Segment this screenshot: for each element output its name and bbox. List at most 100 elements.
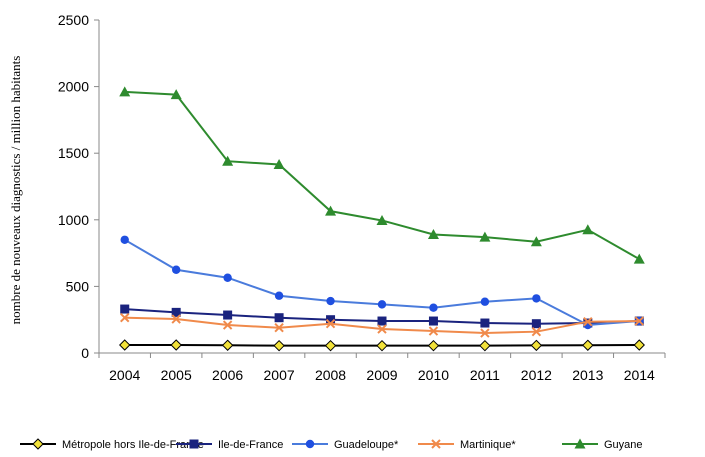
x-tick-label: 2014 xyxy=(624,367,655,383)
data-point-ile-de-france xyxy=(428,316,438,326)
legend-label: Métropole hors Ile-de-France xyxy=(62,439,204,451)
data-point-guyane xyxy=(119,86,131,97)
data-point-m-tropole-hors-ile-de-france xyxy=(530,339,543,352)
data-point-martinique xyxy=(583,316,593,327)
legend-label: Guyane xyxy=(604,439,643,451)
y-tick-label: 0 xyxy=(81,345,89,361)
data-point-m-tropole-hors-ile-de-france xyxy=(170,339,182,351)
data-point-ile-de-france xyxy=(326,315,336,325)
marker-stroke xyxy=(431,439,441,449)
data-point-guadeloupe xyxy=(223,273,232,282)
x-tick-label: 2005 xyxy=(161,367,192,383)
data-point-ile-de-france xyxy=(120,304,130,314)
data-point-m-tropole-hors-ile-de-france xyxy=(324,339,337,352)
series-martinique xyxy=(120,312,644,338)
marker-stroke xyxy=(222,320,233,330)
x-tick-label: 2010 xyxy=(418,367,449,383)
data-point-ile-de-france xyxy=(531,319,541,329)
data-point-guadeloupe xyxy=(480,297,490,306)
y-axis-ticks: 0 500 1000 1500 2000 2500 xyxy=(58,12,99,361)
data-point-martinique xyxy=(480,328,490,338)
data-point-guadeloupe xyxy=(171,265,181,274)
x-tick-label: 2004 xyxy=(109,367,140,383)
legend-item-martinique: Martinique* xyxy=(418,439,516,451)
legend-item-m-tropole-hors-ile-de-france: Métropole hors Ile-de-France xyxy=(20,438,204,451)
legend-item-ile-de-france: Ile-de-France xyxy=(176,439,283,451)
series-guyane xyxy=(119,86,645,264)
data-point-m-tropole-hors-ile-de-france xyxy=(119,339,131,351)
legend-item-guyane: Guyane xyxy=(562,438,643,451)
y-tick-label: 500 xyxy=(66,278,90,294)
data-point-m-tropole-hors-ile-de-france xyxy=(582,339,594,351)
marker-stroke xyxy=(583,316,593,327)
marker-stroke xyxy=(480,328,490,338)
legend-marker xyxy=(305,439,315,449)
data-point-martinique xyxy=(325,318,336,329)
data-point-guadeloupe xyxy=(326,296,335,306)
legend-label: Martinique* xyxy=(460,439,516,451)
data-point-guadeloupe xyxy=(377,300,387,309)
data-point-guyane xyxy=(530,236,542,247)
y-axis-label: nombre de nouveaux diagnostics / million… xyxy=(8,56,23,325)
data-point-m-tropole-hors-ile-de-france xyxy=(221,339,234,351)
legend-marker xyxy=(189,439,199,449)
marker-stroke xyxy=(531,326,542,337)
y-tick-label: 2500 xyxy=(58,12,89,28)
y-tick-label: 1500 xyxy=(58,145,89,161)
series-line-guadeloupe xyxy=(124,238,640,327)
marker-stroke xyxy=(274,322,284,333)
data-point-guyane xyxy=(170,89,182,100)
data-point-guyane xyxy=(582,224,594,235)
data-point-ile-de-france xyxy=(171,307,181,317)
data-point-ile-de-france xyxy=(480,318,490,328)
series-m-tropole-hors-ile-de-france xyxy=(119,339,645,352)
data-point-martinique xyxy=(377,324,387,334)
marker-stroke xyxy=(634,316,644,326)
series-group xyxy=(119,86,645,352)
data-point-guyane xyxy=(325,205,337,216)
data-point-m-tropole-hors-ile-de-france xyxy=(273,339,285,352)
data-point-guyane xyxy=(633,253,645,264)
data-point-m-tropole-hors-ile-de-france xyxy=(633,339,645,351)
data-point-martinique xyxy=(274,322,284,333)
x-tick-label: 2007 xyxy=(264,367,295,383)
legend-item-guadeloupe: Guadeloupe* xyxy=(292,439,399,451)
data-point-guyane xyxy=(427,228,439,239)
data-point-guadeloupe xyxy=(532,294,541,303)
data-point-m-tropole-hors-ile-de-france xyxy=(427,339,440,352)
series-line-guyane xyxy=(124,90,640,260)
data-point-martinique xyxy=(531,326,542,337)
data-point-martinique xyxy=(171,314,181,324)
data-point-martinique xyxy=(428,326,439,336)
x-axis-ticks: 2004 2005 2006 2007 2008 2009 2010 2011 2012 2013… xyxy=(98,353,666,383)
data-point-guadeloupe xyxy=(120,235,129,244)
y-tick-label: 1000 xyxy=(58,212,89,228)
data-point-ile-de-france xyxy=(274,313,284,323)
data-point-guyane xyxy=(376,214,388,225)
data-point-ile-de-france xyxy=(223,310,233,320)
data-point-m-tropole-hors-ile-de-france xyxy=(376,339,388,352)
x-tick-label: 2006 xyxy=(212,367,243,383)
data-point-guyane xyxy=(273,159,285,170)
legend-label: Ile-de-France xyxy=(218,439,283,451)
marker-stroke xyxy=(377,324,387,334)
x-tick-label: 2012 xyxy=(521,367,552,383)
legend-label: Guadeloupe* xyxy=(334,439,399,451)
marker-stroke xyxy=(171,314,181,324)
axes xyxy=(98,20,665,354)
data-point-guyane xyxy=(222,155,234,166)
legend-marker xyxy=(431,439,441,449)
marker-stroke xyxy=(428,326,439,336)
x-tick-label: 2009 xyxy=(366,367,397,383)
series-guadeloupe xyxy=(120,235,644,330)
legend-marker xyxy=(574,438,586,449)
legend-marker xyxy=(32,438,44,450)
data-point-guadeloupe xyxy=(274,291,284,300)
data-point-ile-de-france xyxy=(377,316,387,326)
x-tick-label: 2013 xyxy=(572,367,603,383)
y-tick-label: 2000 xyxy=(58,79,89,95)
legend: Métropole hors Ile-de-France Ile-de-Franc… xyxy=(20,438,643,451)
data-point-guyane xyxy=(479,231,491,242)
